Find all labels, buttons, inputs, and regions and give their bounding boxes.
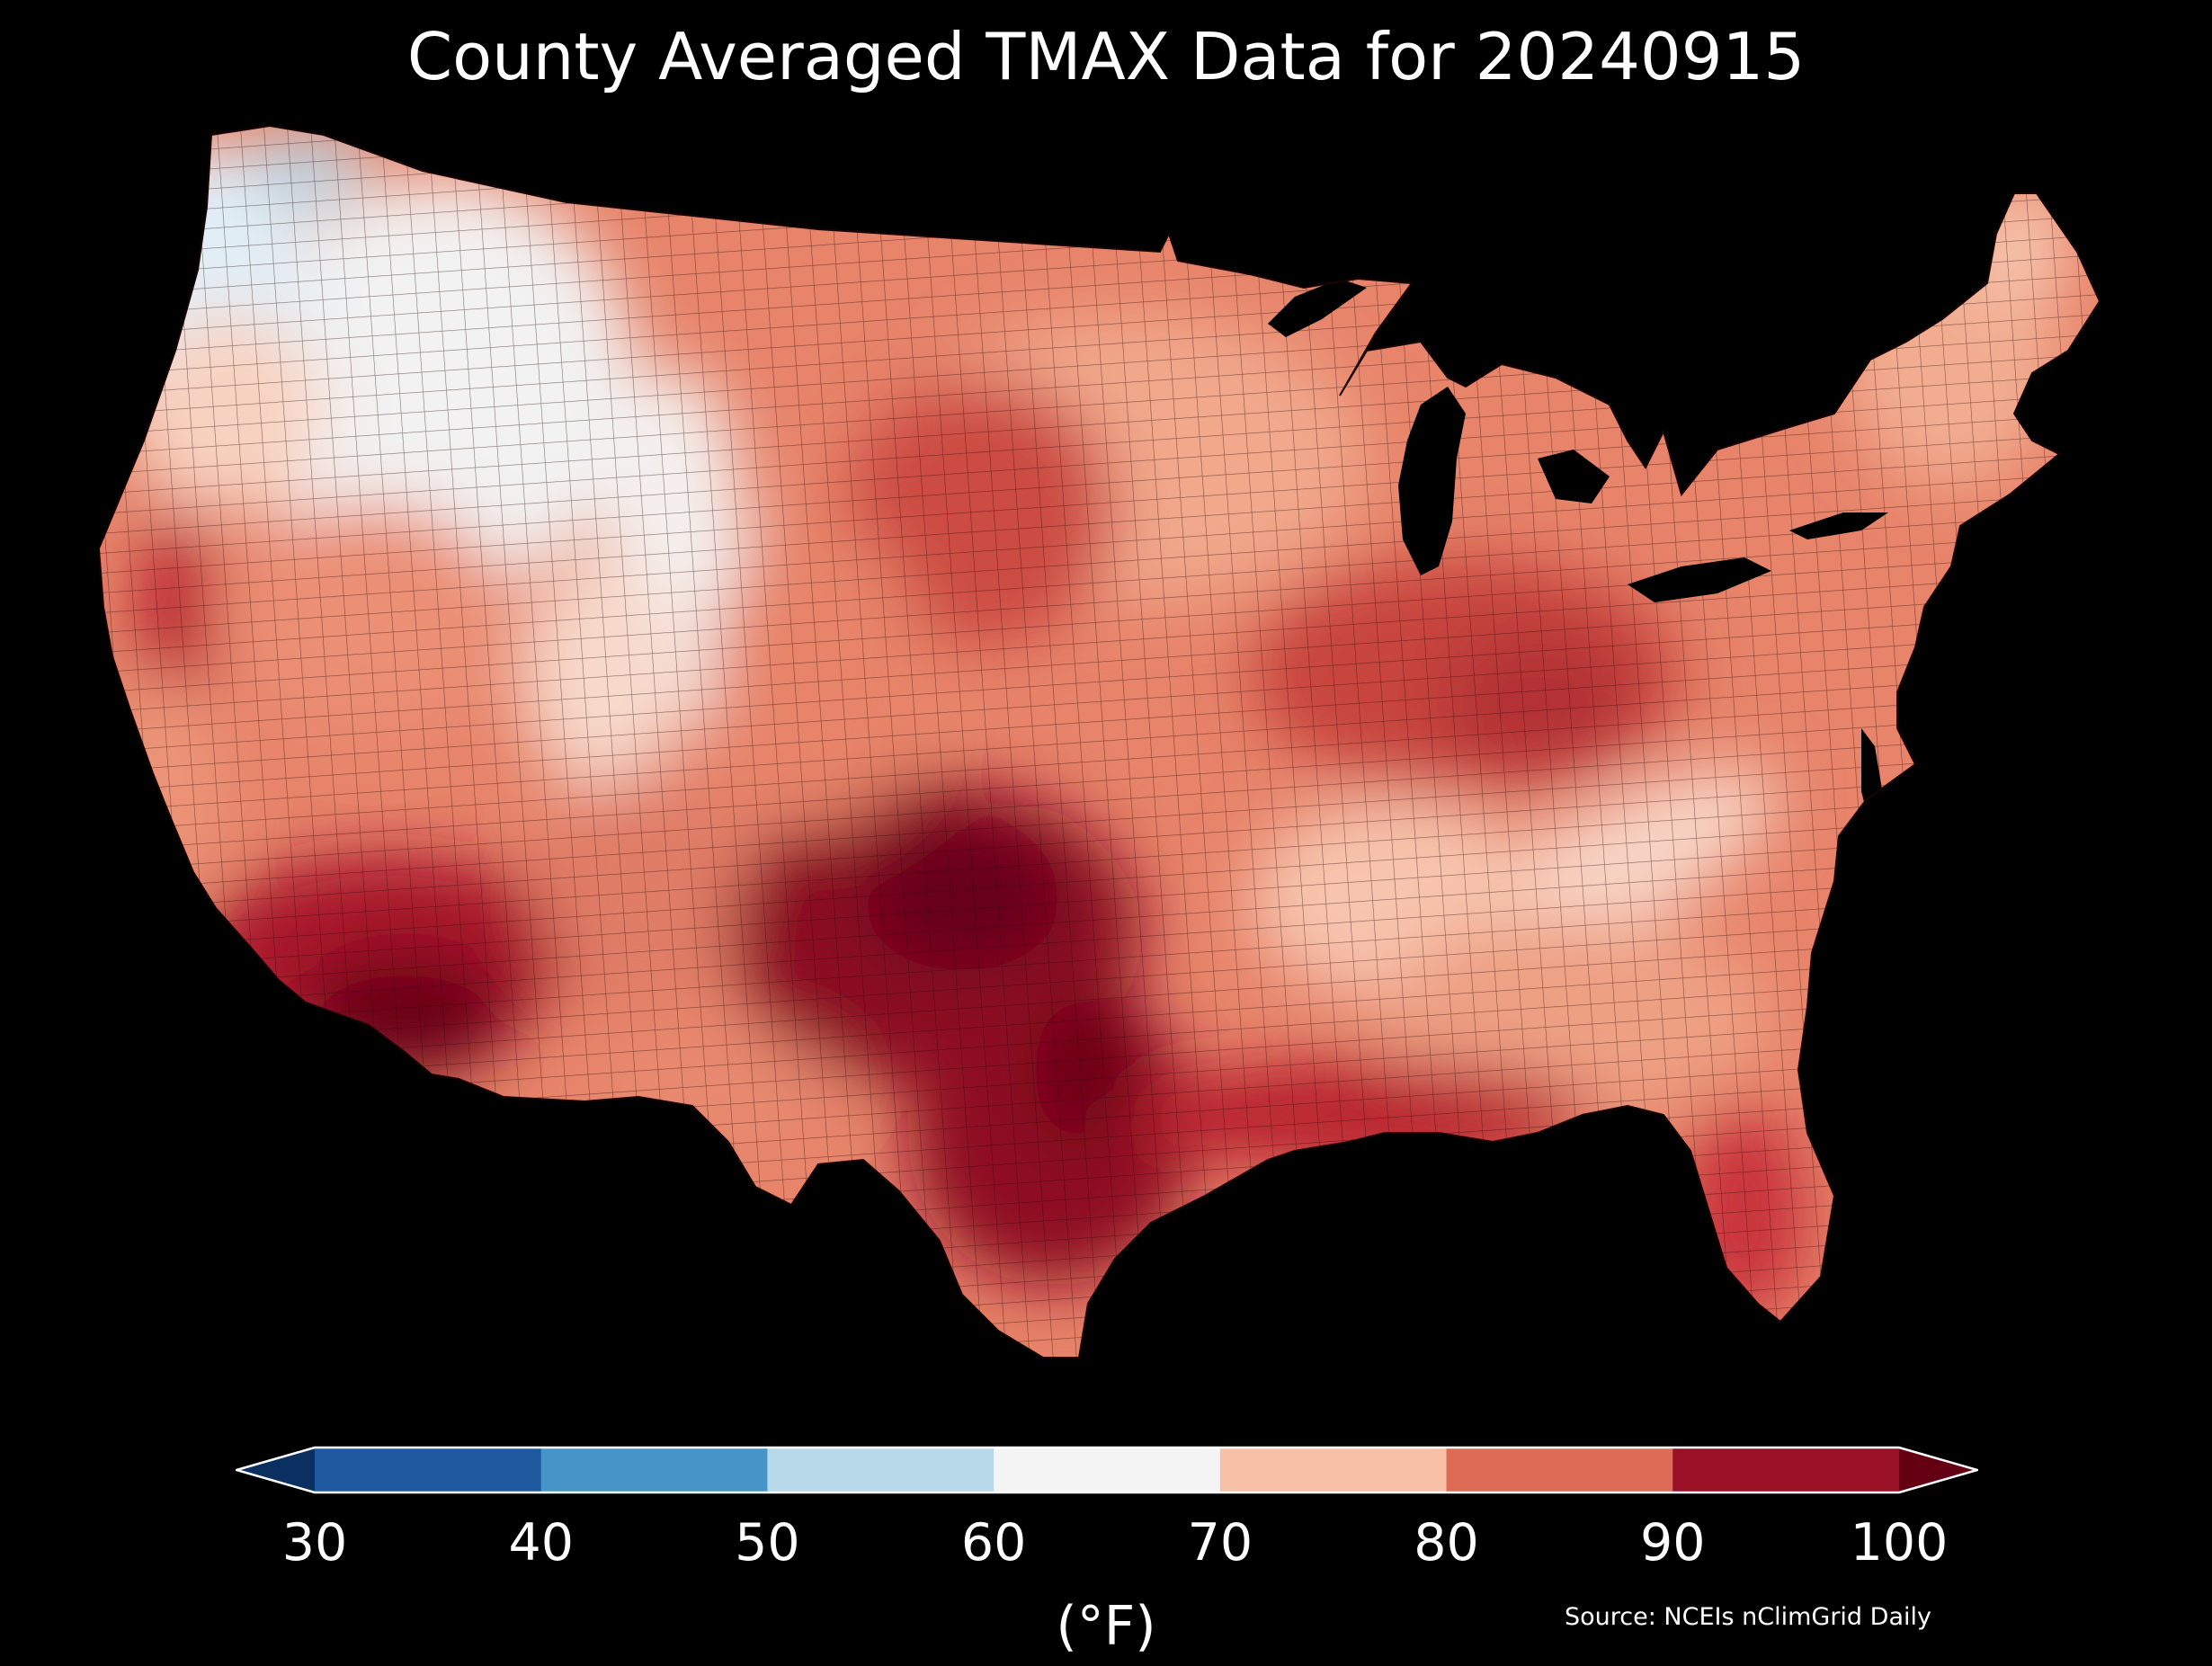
colorbar-bin-60-70: [994, 1448, 1221, 1492]
us-county-tmax-map: [99, 117, 2122, 1394]
colorbar-tick-label: 80: [1414, 1513, 1479, 1572]
map-title: County Averaged TMAX Data for 20240915: [406, 19, 1806, 94]
colorbar-tick-label: 40: [508, 1513, 574, 1572]
colorbar-bin-50-60: [767, 1448, 995, 1492]
colorbar-extension-high: [1899, 1448, 1978, 1492]
colorbar-extension-low: [236, 1448, 315, 1492]
colorbar-tick-label: 70: [1187, 1513, 1253, 1572]
colorbar-bin-40-50: [540, 1448, 768, 1492]
colorbar-tick-label: 30: [281, 1513, 348, 1572]
colorbar-tick-label: 50: [735, 1513, 800, 1572]
colorbar-unit-label: (°F): [1056, 1595, 1156, 1658]
colorbar-tick-label: 90: [1640, 1513, 1706, 1572]
colorbar-outline: [232, 1446, 1982, 1494]
colorbar-bin-80-90: [1446, 1448, 1673, 1492]
colorbar-bin-70-80: [1219, 1448, 1448, 1492]
colorbar-bin-30-40: [315, 1448, 542, 1492]
colorbar: [232, 1439, 1982, 1501]
colorbar-bin-90-100: [1672, 1448, 1900, 1492]
colorbar-tick-label: 60: [960, 1513, 1027, 1572]
source-credit: Source: NCEIs nClimGrid Daily: [1565, 1603, 1931, 1631]
colorbar-tick-label: 100: [1850, 1513, 1949, 1572]
